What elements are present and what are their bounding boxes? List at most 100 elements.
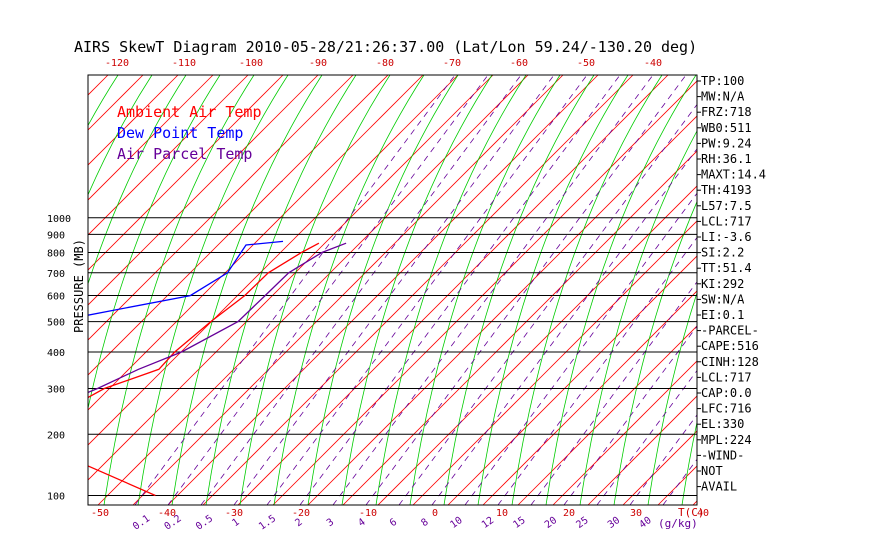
bottom-temp-tick: 0 [432,508,438,519]
moist-adiabat [307,75,459,505]
mixing-ratio-line [563,325,697,505]
top-temp-tick: -90 [309,58,327,69]
stability-index: SI:2.2 [701,246,744,260]
chart-title: AIRS SkewT Diagram 2010-05-28/21:26:37.0… [74,38,697,56]
dry-adiabat [307,115,697,505]
mixing-ratio-tick: 25 [574,515,590,531]
bottom-temp-tick: -20 [292,508,310,519]
dry-adiabat [88,75,354,341]
moist-adiabat [443,75,595,505]
mixing-ratio-tick: 4 [356,517,367,529]
dry-adiabat [833,75,870,505]
moist-adiabat [375,75,527,505]
bottom-temp-tick: 30 [630,508,642,519]
stability-index: L57:7.5 [701,199,752,213]
bottom-temp-tick: -30 [225,508,243,519]
mixing-ratio-line [629,414,697,505]
mixing-ratio-tick: 2 [293,517,304,529]
stability-index: MPL:224 [701,433,752,447]
mixing-ratio-line [464,192,697,505]
series-line-ambient-air-temp [88,242,320,497]
pressure-tick-500: 500 [47,318,65,329]
moist-adiabat [103,75,255,505]
bottom-temp-tick: -40 [158,508,176,519]
moist-adiabat [818,75,870,505]
series-line-dew-point-temp [88,240,284,316]
pressure-tick-800: 800 [47,249,65,260]
mixing-ratio-tick: 30 [606,515,622,531]
mixing-ratio-line [398,103,697,505]
top-temp-tick: -110 [172,58,196,69]
top-temp-tick: -50 [577,58,595,69]
stability-index: EI:0.1 [701,308,744,322]
stability-index: SW:N/A [701,292,745,306]
dry-adiabat [88,75,389,376]
top-temp-tick: -60 [510,58,528,69]
dry-adiabat [88,75,214,201]
top-temp-tick: -120 [105,58,129,69]
dry-adiabat [88,75,494,481]
mixing-ratio-tick: 8 [419,517,430,529]
top-temp-tick-labels: -120 -110 -100 -90 -80 -70 -60 -50 -40 [105,58,662,69]
mixing-ratio-tick: 20 [543,515,559,531]
stability-index: NOT [701,464,723,478]
moist-adiabat [137,75,289,505]
stability-index: TP:100 [701,74,744,88]
moist-adiabat [477,75,629,505]
mixing-ratio-line [596,369,697,505]
stability-index: TH:4193 [701,183,752,197]
mixing-ratio-tick: 12 [480,515,496,531]
mixing-ratio-tick: 0.5 [194,513,215,532]
dry-adiabat [0,75,38,505]
dry-adiabat [88,75,249,236]
mixing-ratio-tick: 15 [511,515,527,531]
moist-adiabat [88,75,221,411]
moist-adiabat [511,75,663,505]
bottom-temp-tick: 40 [697,508,709,519]
stability-index: LI:-3.6 [701,230,752,244]
top-temp-tick: -100 [239,58,263,69]
moist-adiabat [0,75,50,505]
stability-index: EL:330 [701,417,744,431]
bottom-temp-tick: 10 [496,508,508,519]
dry-adiabat [517,325,697,505]
stability-index: WB0:511 [701,121,752,135]
moist-adiabat [852,75,870,505]
dry-adiabat [552,360,697,505]
dry-adiabat [88,75,459,446]
stability-index: -WIND- [701,448,744,462]
moist-adiabat [647,291,697,505]
dry-adiabat [88,75,284,271]
mixing-ratio-tick-labels: 0.1 0.2 0.5 1 1.5 2 3 4 6 8 10 12 15 20 25 30 40 [131,513,654,532]
moist-adiabat [88,75,119,127]
stability-index: RH:36.1 [701,152,752,166]
moist-adiabat [341,75,493,505]
dry-adiabat [482,290,697,505]
dry-adiabat [377,185,697,505]
mixing-ratio-line [497,236,697,505]
mixing-ratio-line [167,75,489,505]
dry-adiabat [342,150,697,505]
top-temp-tick: -40 [644,58,662,69]
stability-index: KI:292 [701,277,744,291]
dry-adiabat [167,75,599,505]
pressure-tick-300: 300 [47,385,65,396]
moist-adiabat [273,75,425,505]
stability-index: TT:51.4 [701,261,752,275]
pressure-tick-200: 200 [47,430,65,441]
pressure-tick-1000: 1000 [47,214,71,225]
legend-dew-point-temp: Dew Point Temp [117,124,243,142]
chart-grid [0,75,870,505]
top-temp-tick: -70 [443,58,461,69]
mixing-ratio-line [530,281,697,505]
dry-adiabat [412,220,697,505]
mixing-ratio-tick: 1 [230,517,241,529]
pressure-tick-900: 900 [47,230,65,241]
dry-adiabat [97,75,529,505]
dry-adiabat [88,75,179,166]
bottom-temp-tick-labels: -50 -40 -30 -20 -10 0 10 20 30 40 [91,508,709,519]
mixing-ratio-line [134,75,456,505]
pressure-tick-600: 600 [47,292,65,303]
pressure-tick-100: 100 [47,492,65,503]
